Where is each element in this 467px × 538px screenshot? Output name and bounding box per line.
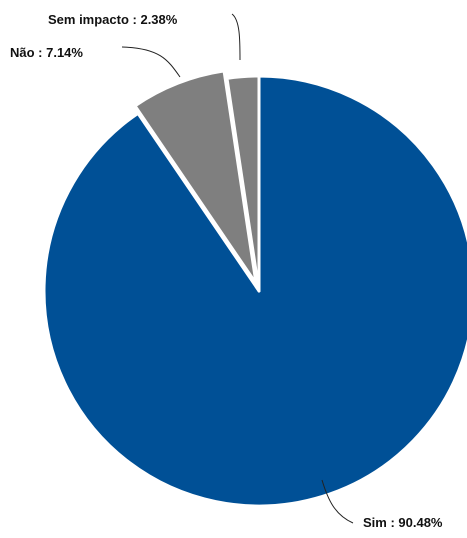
slice-sim — [42, 74, 467, 508]
pie-slices — [42, 69, 467, 508]
label-sem-impacto: Sem impacto : 2.38% — [48, 12, 178, 27]
leader-line-sem-impacto — [231, 13, 241, 61]
slice-sem-impacto — [225, 74, 261, 293]
leader-lines — [121, 13, 354, 524]
leader-line-n-o — [121, 46, 181, 78]
label-sim: Sim : 90.48% — [363, 515, 443, 530]
label-nao: Não : 7.14% — [10, 45, 83, 60]
slice-labels: Sim : 90.48% Não : 7.14% Sem impacto : 2… — [10, 12, 443, 530]
slice-n-o — [133, 69, 258, 286]
leader-line-sim — [321, 479, 354, 524]
